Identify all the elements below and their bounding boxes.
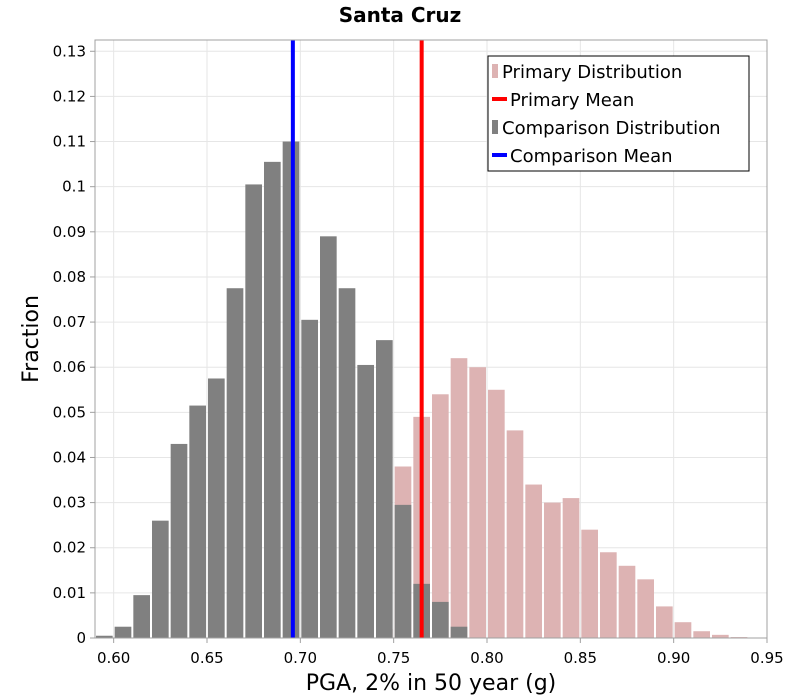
y-tick-label: 0.11 xyxy=(53,133,86,151)
primary-bar xyxy=(525,484,542,638)
primary-bar xyxy=(432,394,449,638)
y-tick-label: 0.13 xyxy=(53,42,86,60)
y-tick-label: 0.04 xyxy=(53,448,86,466)
y-axis-ticks: 0 0.01 0.02 0.03 0.04 0.05 0.06 0.07 0.08 0.09 0.1… xyxy=(53,42,95,647)
comparison-bar xyxy=(208,378,225,638)
comparison-bar xyxy=(338,288,356,638)
x-tick-label: 0.90 xyxy=(657,649,690,667)
primary-bar xyxy=(693,631,710,638)
comparison-bar xyxy=(226,288,244,638)
x-tick-label: 0.70 xyxy=(284,649,317,667)
primary-bar xyxy=(450,358,468,638)
comparison-bar xyxy=(357,364,374,638)
comparison-bar xyxy=(432,601,449,638)
x-tick-label: 0.65 xyxy=(190,649,223,667)
comparison-bar xyxy=(301,319,318,638)
primary-bar xyxy=(674,622,692,638)
y-tick-label: 0.12 xyxy=(53,87,86,105)
primary-bar xyxy=(656,606,673,638)
y-tick-label: 0.08 xyxy=(53,268,86,286)
comparison-bar xyxy=(376,340,393,638)
y-tick-label: 0.1 xyxy=(62,178,86,196)
mean-lines xyxy=(290,40,424,638)
legend-label-comparison-distribution: Comparison Distribution xyxy=(502,118,721,139)
primary-bar xyxy=(506,430,524,638)
legend-swatch-comparison-distribution xyxy=(492,120,498,134)
primary-bar xyxy=(562,498,580,638)
x-tick-label: 0.95 xyxy=(750,649,783,667)
primary-bar xyxy=(600,552,617,638)
y-tick-label: 0.06 xyxy=(53,358,86,376)
legend-box xyxy=(487,55,750,172)
primary-bar xyxy=(488,389,505,638)
primary-bar xyxy=(618,565,636,638)
y-axis-title: Fraction xyxy=(19,295,44,383)
comparison-bar xyxy=(264,161,281,638)
x-tick-label: 0.60 xyxy=(97,649,130,667)
x-tick-label: 0.85 xyxy=(564,649,597,667)
x-axis-ticks: 0.60 0.65 0.70 0.75 0.80 0.85 0.90 0.95 xyxy=(97,638,784,667)
plot-frame xyxy=(94,39,768,639)
legend-swatch-primary-distribution xyxy=(492,64,498,78)
comparison-bar xyxy=(320,236,337,638)
primary-bar xyxy=(544,502,561,638)
comparison-bar xyxy=(245,184,262,638)
comparison-bar xyxy=(133,595,150,638)
chart-title: Santa Cruz xyxy=(339,3,462,27)
legend-label-primary-mean: Primary Mean xyxy=(510,90,634,111)
comparison-bar xyxy=(189,405,206,638)
legend-label-comparison-mean: Comparison Mean xyxy=(510,146,673,167)
x-tick-label: 0.75 xyxy=(377,649,410,667)
primary-bar xyxy=(637,579,654,638)
comparison-bar xyxy=(114,626,132,638)
y-tick-label: 0.03 xyxy=(53,494,86,512)
primary-bar xyxy=(581,529,598,638)
y-tick-label: 0.09 xyxy=(53,223,86,241)
comparison-bar xyxy=(450,626,468,638)
y-tick-label: 0.07 xyxy=(53,313,86,331)
legend: Primary Distribution Primary Mean Compar… xyxy=(487,55,750,172)
x-axis-title: PGA, 2% in 50 year (g) xyxy=(306,671,557,696)
comparison-bar xyxy=(170,443,188,638)
comparison-distribution-bars xyxy=(96,141,468,638)
y-tick-label: 0 xyxy=(76,629,86,647)
comparison-bar xyxy=(152,520,169,638)
x-tick-label: 0.80 xyxy=(470,649,503,667)
y-tick-label: 0.05 xyxy=(53,403,86,421)
comparison-bar xyxy=(96,635,113,638)
primary-bar xyxy=(712,634,729,638)
legend-label-primary-distribution: Primary Distribution xyxy=(502,62,682,83)
primary-bar xyxy=(469,367,486,638)
y-tick-label: 0.01 xyxy=(53,584,86,602)
y-tick-label: 0.02 xyxy=(53,539,86,557)
comparison-bar xyxy=(394,504,412,638)
